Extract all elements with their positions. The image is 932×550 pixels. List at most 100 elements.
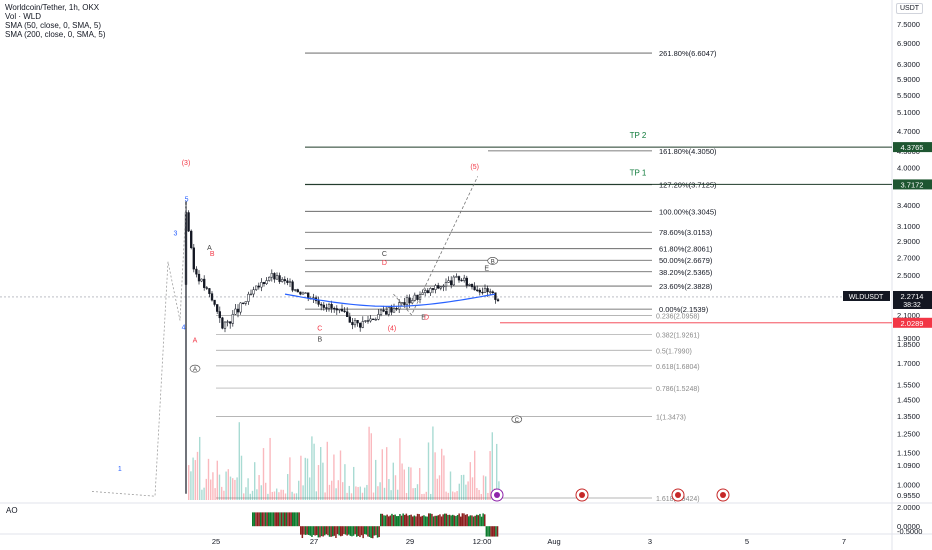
ao-bar: [301, 526, 304, 539]
y-tick-label: 1.5500: [897, 380, 920, 389]
candle-body: [369, 318, 372, 322]
circled-wave-marker: [189, 364, 201, 373]
candle-body: [429, 288, 432, 294]
ao-bar: [282, 512, 284, 527]
volume-bar: [423, 493, 425, 500]
volume-bar: [295, 493, 298, 500]
volume-bar: [201, 489, 203, 500]
x-tick-label: 29: [406, 537, 414, 546]
ao-bar: [436, 515, 438, 527]
currency-button[interactable]: USDT: [896, 3, 924, 14]
ao-bar: [312, 526, 315, 535]
candle-body: [359, 322, 362, 328]
candle-body: [301, 292, 305, 295]
candle-body: [481, 291, 484, 294]
candle-body: [273, 273, 276, 280]
ao-bar: [276, 512, 278, 527]
volume-bar: [236, 477, 238, 500]
candle-body: [411, 300, 414, 304]
ao-bar: [293, 512, 296, 527]
volume-bar: [474, 450, 476, 500]
price-tag-value: 2.0289: [901, 319, 924, 328]
ao-indicator-label[interactable]: AO: [6, 506, 18, 515]
volume-bar: [271, 491, 273, 500]
candle-body: [327, 304, 331, 309]
candle-body: [317, 300, 320, 305]
wave-label: D: [424, 314, 429, 321]
ao-bar: [333, 526, 336, 536]
volume-bar: [480, 493, 482, 500]
event-icon-dot: [494, 492, 500, 498]
ao-bar: [381, 513, 384, 527]
volume-bar: [256, 489, 258, 500]
fib-retracement-label: 0.5(1.7990): [656, 348, 692, 355]
volume-bar: [214, 488, 216, 500]
ao-bar: [396, 516, 398, 527]
wave-label: 1: [118, 466, 122, 473]
legend-sma50[interactable]: SMA (50, close, 0, SMA, 5): [5, 21, 102, 30]
volume-bar: [267, 493, 269, 500]
candle-body: [366, 320, 370, 322]
volume-bar: [291, 491, 293, 500]
volume-bar: [399, 438, 401, 500]
legend-sma200[interactable]: SMA (200, close, 0, SMA, 5): [5, 30, 106, 39]
y-tick-label: 2.1000: [897, 311, 920, 320]
legend-volume[interactable]: Vol · WLD: [5, 12, 42, 21]
ao-bar: [332, 526, 334, 537]
price-tag: [893, 179, 932, 190]
volume-bar: [326, 441, 328, 500]
volume-bar: [414, 488, 416, 500]
ao-bar: [317, 526, 320, 538]
last-price-tag: [893, 290, 932, 309]
ao-bar: [392, 515, 395, 527]
volume-bar: [315, 491, 317, 500]
candle-body: [244, 301, 247, 304]
y-tick-label: 1.3500: [897, 412, 920, 421]
candle-body: [348, 316, 351, 323]
ao-bar: [495, 526, 497, 537]
ao-bar: [453, 515, 456, 527]
ao-bar: [314, 526, 316, 536]
candle-body: [346, 311, 349, 318]
wave-label: (3): [182, 160, 191, 167]
ao-bar: [490, 526, 492, 537]
ao-bar: [271, 512, 273, 527]
ao-bar: [472, 516, 475, 527]
candle-body: [385, 311, 388, 315]
wave-label: A: [193, 338, 198, 345]
ao-bar: [316, 526, 318, 536]
wave-label: (4): [388, 326, 397, 333]
price-tag-value: 3.7172: [901, 180, 924, 189]
y-tick-label: 1.2500: [897, 429, 920, 438]
volume-bar: [333, 454, 335, 500]
y-tick-label: 6.9000: [897, 39, 920, 48]
fib-extension-label: 50.00%(2.6679): [659, 256, 713, 265]
y-tick-label: 5.1000: [897, 108, 920, 117]
ao-bar: [464, 514, 467, 527]
ao-bar: [268, 512, 270, 527]
x-tick-label: 7: [842, 537, 846, 546]
y-tick-label: 2.7000: [897, 253, 920, 262]
candle-body: [460, 279, 463, 282]
volume-bar: [410, 467, 412, 500]
volume-bar: [304, 457, 306, 500]
volume-bar: [339, 450, 342, 500]
candle-body: [457, 276, 461, 281]
ao-bar: [383, 515, 385, 527]
candle-body: [213, 299, 216, 305]
y-tick-label: 1.7000: [897, 359, 920, 368]
ao-bar: [320, 526, 323, 537]
volume-bar: [487, 492, 489, 500]
volume-bar: [223, 490, 225, 500]
volume-bar: [234, 479, 236, 500]
ao-bar: [469, 515, 472, 527]
candle-body: [364, 320, 367, 322]
volume-bar: [194, 460, 196, 500]
ao-bar: [492, 526, 494, 537]
ao-bar: [356, 526, 358, 537]
legend-symbol[interactable]: Worldcoin/Tether, 1h, OKX: [5, 3, 100, 12]
candle-body: [187, 212, 190, 232]
candle-body: [249, 293, 253, 296]
